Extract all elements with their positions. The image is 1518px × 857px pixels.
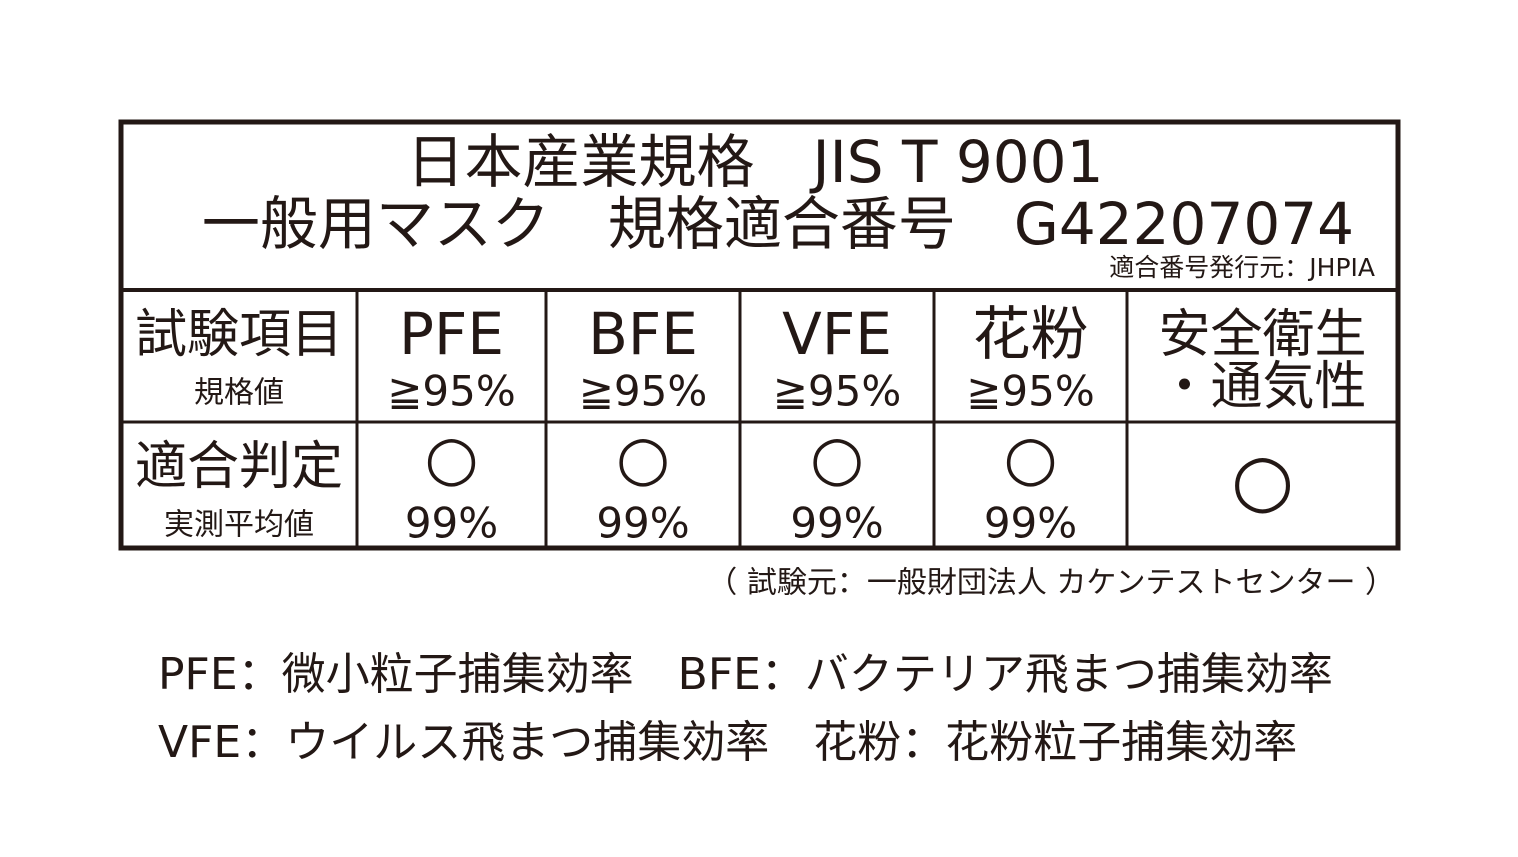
cell-sub: 99% [790, 499, 883, 548]
cell-main: ○ [1003, 421, 1057, 494]
cell-sub: 規格値 [194, 376, 284, 411]
cell-sub: ・通気性 [1158, 357, 1366, 417]
cell-main: ○ [424, 421, 478, 494]
legend-line: VFE：ウイルス飛まつ捕集効率 花粉：花粉粒子捕集効率 [158, 717, 1297, 768]
cell-sub: 99% [596, 499, 689, 548]
cell-sub: ≧95% [387, 367, 516, 416]
note: （ 試験元：一般財団法人 カケンテストセンター ） [707, 566, 1395, 601]
cell-sub: 実測平均値 [164, 508, 314, 543]
cell-sub: ≧95% [966, 367, 1095, 416]
legend-line: PFE：微小粒子捕集効率 BFE：バクテリア飛まつ捕集効率 [158, 649, 1333, 700]
cell-sub: 99% [405, 499, 498, 548]
cell-sub: ≧95% [579, 367, 708, 416]
header-title: 日本産業規格 JIS T 9001 [407, 128, 1104, 196]
outer-frame [118, 119, 1401, 551]
cell-main: 花粉 [972, 300, 1088, 368]
cell-main: PFE [399, 300, 504, 368]
cell-main: ○ [810, 421, 864, 494]
cell-main: BFE [588, 300, 698, 368]
cell-main: 安全衛生 [1158, 305, 1366, 365]
header-subtitle: 一般用マスク 規格適合番号 G42207074 [202, 190, 1354, 258]
cell-main: ○ [1231, 438, 1294, 522]
cell-main: 適合判定 [135, 437, 343, 497]
cell-main: ○ [616, 421, 670, 494]
cell-sub: ≧95% [773, 367, 902, 416]
cell-sub: 99% [984, 499, 1077, 548]
cell-main: VFE [782, 300, 892, 368]
header-issuer: 適合番号発行元：JHPIA [1109, 253, 1375, 282]
cell-main: 試験項目 [135, 305, 343, 365]
